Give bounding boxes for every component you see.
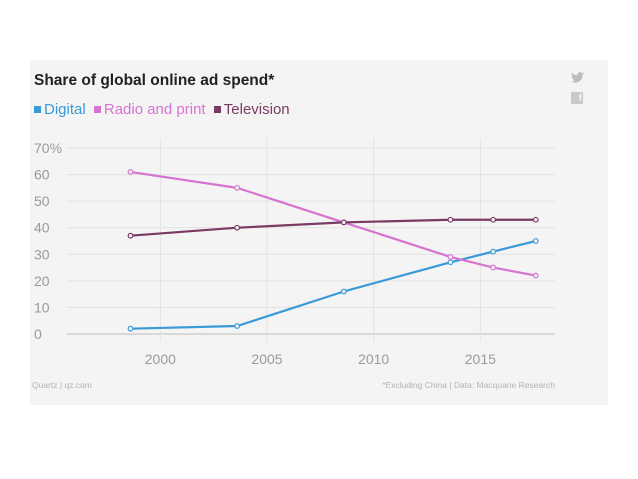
- data-point-digital: [490, 248, 497, 255]
- chart-legend: Digital Radio and print Television: [34, 101, 294, 118]
- data-point-television: [234, 224, 241, 231]
- x-tick-label: 2015: [465, 351, 496, 367]
- legend-label-radio-and-print: Radio and print: [103, 101, 206, 118]
- data-point-radio-and-print: [127, 169, 134, 175]
- legend-swatch-television: [213, 106, 221, 113]
- y-tick-label: 20: [34, 273, 50, 289]
- data-point-television: [340, 219, 347, 226]
- chart-title: Share of global online ad spend*: [34, 72, 275, 89]
- data-point-digital: [234, 323, 241, 329]
- data-point-radio-and-print: [447, 254, 454, 260]
- y-tick-label: 50: [34, 193, 50, 209]
- legend-swatch-radio-and-print: [93, 106, 101, 113]
- line-chart: 0 10 20 30 40 50 60 70% 2000 2005 2010 2015: [34, 138, 555, 367]
- data-point-television: [490, 216, 497, 223]
- y-tick-label: 60: [34, 167, 50, 183]
- x-tick-label: 2005: [251, 351, 282, 367]
- legend-item-digital: Digital: [34, 101, 86, 118]
- y-tick-label: 10: [34, 299, 50, 315]
- footnote: *Excluding China | Data: Macquarie Resea…: [382, 380, 555, 390]
- y-tick-label: 40: [34, 220, 50, 236]
- x-tick-label: 2000: [145, 351, 176, 367]
- data-point-digital: [127, 325, 134, 332]
- chart-card: 0 10 20 30 40 50 60 70% 2000 2005 2010 2015 Share o…: [30, 60, 608, 405]
- legend-item-television: Television: [213, 101, 290, 118]
- source-credit: Quartz | qz.com: [32, 380, 92, 390]
- facebook-icon[interactable]: f: [570, 88, 584, 106]
- data-point-television: [127, 232, 134, 239]
- y-tick-label: 70%: [34, 140, 62, 156]
- data-point-radio-and-print: [490, 264, 497, 271]
- data-point-digital: [340, 288, 347, 295]
- x-tick-label: 2010: [358, 351, 389, 367]
- data-point-digital: [447, 259, 454, 266]
- series-line-digital: [130, 239, 537, 330]
- series-line-radio-and-print: [130, 170, 537, 277]
- data-point-television: [532, 216, 539, 223]
- data-point-television: [447, 216, 454, 223]
- legend-swatch-digital: [34, 106, 41, 113]
- data-point-radio-and-print: [532, 272, 539, 279]
- y-tick-label: 0: [34, 326, 42, 342]
- legend-label-television: Television: [223, 101, 290, 118]
- data-point-digital: [532, 238, 539, 244]
- share-buttons: f: [570, 70, 584, 106]
- legend-item-radio-and-print: Radio and print: [93, 101, 206, 118]
- series-line-television: [130, 218, 536, 237]
- legend-label-digital: Digital: [44, 101, 86, 118]
- data-point-radio-and-print: [234, 184, 241, 191]
- twitter-icon[interactable]: [570, 70, 584, 88]
- y-tick-label: 30: [34, 246, 50, 262]
